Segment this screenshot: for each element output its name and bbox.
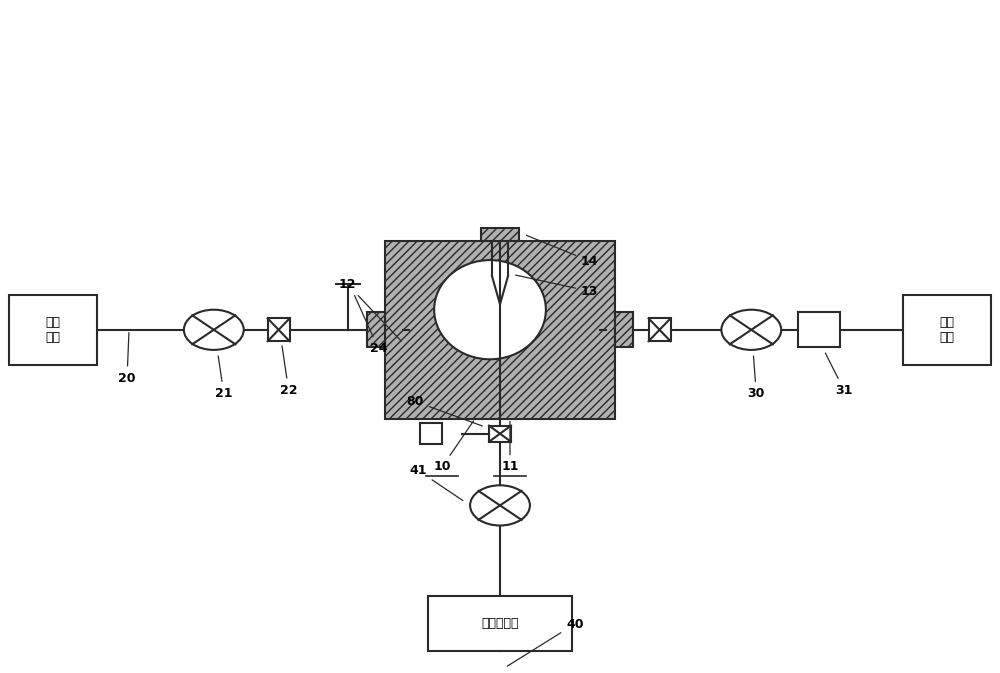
FancyBboxPatch shape bbox=[649, 318, 671, 341]
Text: 实验
溶液: 实验 溶液 bbox=[46, 316, 61, 344]
Circle shape bbox=[470, 485, 530, 526]
Text: 41: 41 bbox=[409, 464, 463, 501]
FancyBboxPatch shape bbox=[9, 295, 97, 365]
FancyBboxPatch shape bbox=[903, 295, 991, 365]
Text: 21: 21 bbox=[215, 356, 233, 400]
Circle shape bbox=[721, 310, 781, 350]
FancyBboxPatch shape bbox=[420, 423, 442, 444]
Circle shape bbox=[184, 310, 244, 350]
Text: 12: 12 bbox=[339, 278, 401, 341]
FancyBboxPatch shape bbox=[489, 425, 511, 441]
Text: 30: 30 bbox=[748, 356, 765, 400]
Text: 13: 13 bbox=[516, 275, 598, 297]
Text: 40: 40 bbox=[507, 618, 584, 666]
Text: 20: 20 bbox=[118, 332, 136, 384]
FancyBboxPatch shape bbox=[385, 241, 615, 419]
Ellipse shape bbox=[434, 260, 546, 359]
Text: 11: 11 bbox=[501, 421, 519, 473]
FancyBboxPatch shape bbox=[428, 596, 572, 651]
Text: 14: 14 bbox=[527, 236, 598, 268]
FancyBboxPatch shape bbox=[367, 312, 385, 347]
Text: 24: 24 bbox=[355, 295, 387, 355]
Text: 22: 22 bbox=[280, 346, 297, 396]
Text: 10: 10 bbox=[433, 421, 474, 473]
Text: 收集
溶液: 收集 溶液 bbox=[939, 316, 954, 344]
Text: 内参比溶液: 内参比溶液 bbox=[481, 617, 519, 630]
FancyBboxPatch shape bbox=[268, 318, 290, 341]
FancyBboxPatch shape bbox=[798, 312, 840, 347]
FancyBboxPatch shape bbox=[615, 312, 633, 347]
FancyBboxPatch shape bbox=[481, 227, 519, 241]
Text: 31: 31 bbox=[825, 353, 853, 396]
Text: 80: 80 bbox=[407, 395, 482, 426]
